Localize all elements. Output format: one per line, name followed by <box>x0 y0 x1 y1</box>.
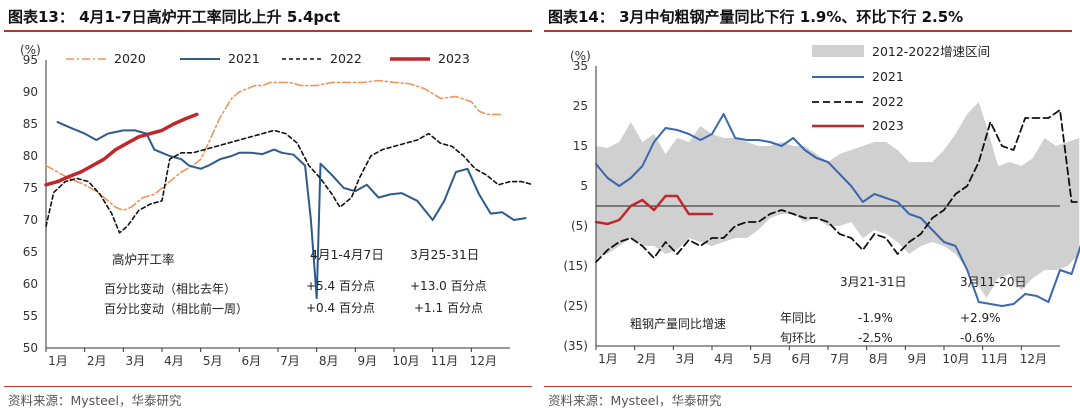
right-x-tick-label: 3月 <box>676 352 696 366</box>
right-title-rule <box>544 30 1072 32</box>
right-y-tick-label: (25) <box>563 299 588 313</box>
right-legend-label-band: 2012-2022增速区间 <box>872 44 990 59</box>
left-legend-label-2022: 2022 <box>330 51 362 66</box>
right-line-chart: (%) (35) (25) (15) (5) 5 15 25 35 1月 2月 3月 4月 5月 6月 7月 8… <box>563 44 1080 366</box>
left-stats-col2: 3月25-31日 <box>410 247 479 262</box>
left-legend-label-2023: 2023 <box>438 51 470 66</box>
left-x-tick-label: 1月 <box>48 354 68 368</box>
left-y-tick-label: 70 <box>23 213 38 227</box>
right-chart-panel: 图表14： 3月中旬粗钢产量同比下行 1.9%、环比下行 2.5% (%) (35… <box>540 0 1080 416</box>
left-legend-label-2020: 2020 <box>114 51 146 66</box>
right-annot-col1: 3月21-31日 <box>840 275 907 289</box>
left-y-unit-label: (%) <box>20 43 41 57</box>
left-x-tick-label: 10月 <box>392 354 419 368</box>
left-stats-row1-v1: +5.4 百分点 <box>306 279 375 293</box>
right-x-tick-label: 11月 <box>981 352 1008 366</box>
right-y-tick-label: 15 <box>573 139 588 153</box>
right-source-note: 资料来源：Mysteel，华泰研究 <box>548 393 722 408</box>
left-y-tick-label: 85 <box>23 117 38 131</box>
right-x-tick-label: 6月 <box>792 352 812 366</box>
left-y-tick-label: 65 <box>23 245 38 259</box>
left-x-tick-label: 4月 <box>164 354 184 368</box>
right-legend-label-2021: 2021 <box>872 69 904 84</box>
right-y-tick-label: (5) <box>571 219 588 233</box>
right-annot-row2-label: 旬环比 <box>780 331 816 345</box>
right-x-tick-label: 4月 <box>714 352 734 366</box>
left-y-tick-label: 90 <box>23 85 38 99</box>
left-stats-row1-label: 百分比变动（相比去年） <box>104 281 236 296</box>
right-x-tick-label: 10月 <box>942 352 969 366</box>
left-stats-row2-label: 百分比变动（相比前一周） <box>104 301 248 316</box>
left-chart-title: 图表13： 4月1-7日高炉开工率同比上升 5.4pct <box>8 8 341 26</box>
left-series-line-2020 <box>45 79 504 212</box>
right-y-tick-label: (35) <box>563 339 588 353</box>
right-y-tick-label: 35 <box>573 59 588 73</box>
left-x-tick-label: 5月 <box>203 354 223 368</box>
right-y-unit-label: (%) <box>570 49 591 63</box>
right-legend-label-2022: 2022 <box>872 94 904 109</box>
right-y-tick-label: 25 <box>573 99 588 113</box>
right-series-line-2022 <box>595 109 1080 263</box>
left-y-tick-label: 75 <box>23 181 38 195</box>
left-stats-col1: 4月1-4月7日 <box>310 247 384 262</box>
left-x-tick-label: 9月 <box>358 354 378 368</box>
right-x-tick-label: 7月 <box>830 352 850 366</box>
left-x-tick-label: 12月 <box>470 354 497 368</box>
left-line-chart: (%) 50 55 60 65 70 75 80 85 90 95 1月 2月 3月 4月 5月 6月 7月 8月 9… <box>20 43 535 368</box>
right-annot-row2-v2: -0.6% <box>960 331 995 345</box>
right-legend-swatch-band <box>812 45 864 57</box>
left-source-note: 资料来源：Mysteel，华泰研究 <box>8 393 182 408</box>
left-y-tick-label: 80 <box>23 149 38 163</box>
left-x-tick-label: 2月 <box>87 354 107 368</box>
right-annot-row2-v1: -2.5% <box>858 331 893 345</box>
right-x-tick-label: 8月 <box>869 352 889 366</box>
left-stats-row2-v2: +1.1 百分点 <box>414 301 483 315</box>
left-x-tick-label: 11月 <box>431 354 458 368</box>
left-series-line-2022 <box>45 129 535 234</box>
left-y-tick-label: 95 <box>23 53 38 67</box>
left-series-line-2021 <box>56 121 527 300</box>
right-annot-row1-label: 年同比 <box>780 311 816 325</box>
right-annot-col2: 3月11-20日 <box>960 275 1027 289</box>
left-series-line-2023 <box>44 112 199 187</box>
left-source-rule <box>4 386 532 387</box>
right-x-tick-label: 2月 <box>637 352 657 366</box>
left-chart-panel: 图表13： 4月1-7日高炉开工率同比上升 5.4pct (%) 50 55 60 65… <box>4 8 535 408</box>
left-x-tick-label: 8月 <box>319 354 339 368</box>
left-y-tick-label: 60 <box>23 277 38 291</box>
left-y-tick-label: 55 <box>23 309 38 323</box>
right-series-line-2021 <box>595 113 1080 307</box>
right-x-tick-label: 12月 <box>1020 352 1047 366</box>
left-x-tick-label: 3月 <box>126 354 146 368</box>
right-source-rule <box>544 386 1072 387</box>
left-x-tick-label: 7月 <box>280 354 300 368</box>
right-series-line-2023 <box>594 194 714 226</box>
right-y-tick-label: 5 <box>580 179 588 193</box>
right-range-band <box>596 102 1080 298</box>
left-x-tick-label: 6月 <box>242 354 262 368</box>
right-x-tick-label: 1月 <box>598 352 618 366</box>
left-y-tick-label: 50 <box>23 341 38 355</box>
right-y-tick-label: (15) <box>563 259 588 273</box>
right-chart-title: 图表14： 3月中旬粗钢产量同比下行 1.9%、环比下行 2.5% <box>548 8 964 26</box>
left-stats-row1-v2: +13.0 百分点 <box>410 279 487 293</box>
right-x-tick-label: 5月 <box>753 352 773 366</box>
right-annot-row1-v2: +2.9% <box>960 311 1001 325</box>
right-x-tick-label: 9月 <box>908 352 928 366</box>
left-legend-label-2021: 2021 <box>228 51 260 66</box>
left-stats-row2-v1: +0.4 百分点 <box>306 301 375 315</box>
right-legend-label-2023: 2023 <box>872 118 904 133</box>
left-title-rule <box>4 30 532 32</box>
right-annot-label: 粗钢产量同比增速 <box>630 317 726 331</box>
left-stats-heading: 高炉开工率 <box>112 252 175 267</box>
right-annot-row1-v1: -1.9% <box>858 311 893 325</box>
